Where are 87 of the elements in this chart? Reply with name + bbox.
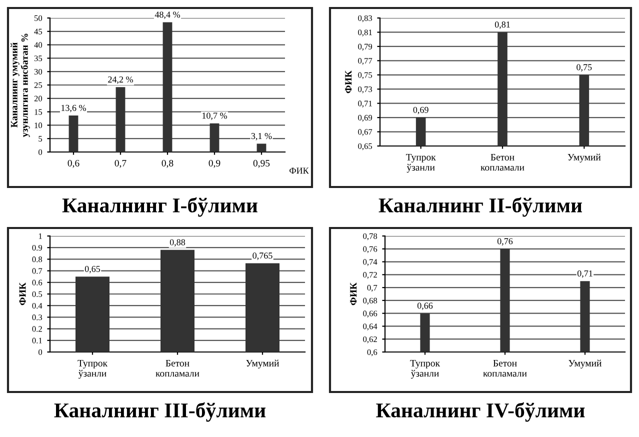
- y-tick-label: 0,65: [358, 143, 372, 150]
- x-tick-label: Тупрок ўзанли: [410, 360, 440, 379]
- y-tick-label: 0,81: [358, 30, 372, 36]
- text: Каналнинг III-бўлими: [54, 402, 266, 422]
- y-axis-title: ФИК: [19, 282, 26, 306]
- y-tick-label: 10: [34, 122, 42, 128]
- y-tick-label: 0.7: [32, 268, 42, 274]
- x-tick-label: Тупрок ўзанли: [406, 154, 436, 173]
- bar: [76, 276, 110, 352]
- y-tick-label: 35: [34, 56, 42, 62]
- x-tick-label: Умумий: [246, 360, 280, 368]
- y-tick-label: 0,73: [358, 86, 372, 94]
- data-label: 13,6 %: [62, 104, 86, 112]
- y-tick-label: 0.2: [32, 326, 42, 332]
- data-label: 0,65: [84, 266, 100, 274]
- data-label: 24,2 %: [108, 76, 133, 84]
- bar: [68, 116, 78, 152]
- y-tick-label: 0.1: [32, 338, 42, 344]
- bar: [162, 22, 172, 152]
- x-axis-title: ФИК: [290, 168, 309, 174]
- y-tick-label: 0,78: [363, 233, 378, 240]
- y-tick-label: 0: [38, 349, 42, 355]
- y-tick-label: 0.5: [32, 291, 42, 298]
- y-tick-label: 0,62: [363, 336, 377, 344]
- y-tick-label: 0.4: [32, 302, 42, 309]
- y-tick-label: 0,77: [358, 58, 372, 65]
- y-tick-label: 0,6: [367, 349, 378, 356]
- data-label: 0,765: [252, 252, 272, 260]
- y-tick-label: 20: [34, 96, 42, 102]
- x-tick-label: 0,6: [68, 160, 80, 168]
- y-tick-label: 0,7: [367, 284, 378, 292]
- x-tick-label: Умумий: [568, 360, 602, 368]
- data-label: 10,7 %: [202, 112, 227, 120]
- y-axis-title: ФИК: [345, 70, 352, 94]
- y-tick-label: 0.9: [32, 244, 42, 251]
- data-label: 0,69: [413, 106, 428, 114]
- data-label: 0,71: [577, 270, 592, 278]
- x-tick-label: Бетон копламали: [156, 360, 200, 377]
- y-tick-label: 25: [34, 82, 42, 88]
- y-tick-label: 0,72: [363, 272, 377, 279]
- y-tick-label: 0,83: [358, 15, 372, 22]
- y-axis-title: Каналнинг умумий узунлигига нисбатан %: [10, 34, 30, 138]
- y-tick-label: 30: [34, 68, 42, 75]
- x-tick-label: Бетон копламали: [480, 154, 524, 171]
- data-label: 0,88: [170, 239, 186, 247]
- bar: [246, 263, 280, 352]
- y-tick-label: 0,74: [363, 259, 378, 266]
- data-label: 0,81: [494, 22, 510, 29]
- x-tick-label: Тупрок ўзанли: [78, 360, 108, 379]
- y-tick-label: 50: [34, 15, 42, 21]
- y-tick-label: 0,75: [358, 72, 372, 80]
- x-tick-label: Бетон копламали: [483, 360, 527, 377]
- data-label: 0,75: [576, 64, 592, 72]
- text: Каналнинг II-бўлими: [378, 197, 582, 217]
- bar: [210, 123, 220, 152]
- y-tick-label: 0,67: [358, 129, 372, 136]
- y-tick-label: 0: [38, 149, 42, 155]
- x-tick-label: 0,9: [208, 160, 220, 168]
- y-tick-label: 0,76: [363, 246, 378, 254]
- y-tick-label: 0,71: [358, 100, 372, 108]
- y-tick-label: 0,66: [363, 310, 378, 318]
- x-tick-label: Умумий: [568, 154, 601, 162]
- bar: [160, 250, 194, 352]
- y-tick-label: 0.6: [32, 280, 42, 286]
- x-tick-label: 0,95: [253, 160, 270, 168]
- y-tick-label: 0,69: [358, 114, 372, 122]
- y-axis-title: ФИК: [350, 282, 357, 306]
- y-tick-label: 45: [34, 28, 42, 34]
- y-tick-label: 0.3: [32, 314, 42, 320]
- data-label: 0,76: [497, 238, 513, 246]
- text: Каналнинг I-бўлими: [62, 197, 258, 217]
- x-tick-label: 0,8: [162, 160, 174, 168]
- data-label: 48,4 %: [154, 12, 180, 19]
- y-tick-label: 0,79: [358, 44, 372, 51]
- bar: [256, 144, 266, 152]
- data-label: 0,66: [417, 302, 433, 310]
- y-tick-label: 5: [38, 136, 42, 142]
- bar: [116, 87, 126, 152]
- y-tick-label: 0,68: [363, 298, 378, 305]
- y-tick-label: 0,64: [363, 324, 378, 330]
- y-tick-label: 1: [38, 233, 42, 239]
- text: Каналнинг IV-бўлими: [376, 402, 585, 422]
- data-label: 3,1 %: [251, 132, 272, 140]
- x-tick-label: 0,7: [114, 160, 126, 168]
- y-tick-label: 40: [34, 42, 42, 48]
- y-tick-label: 15: [34, 109, 42, 115]
- y-tick-label: 0.8: [32, 256, 42, 262]
